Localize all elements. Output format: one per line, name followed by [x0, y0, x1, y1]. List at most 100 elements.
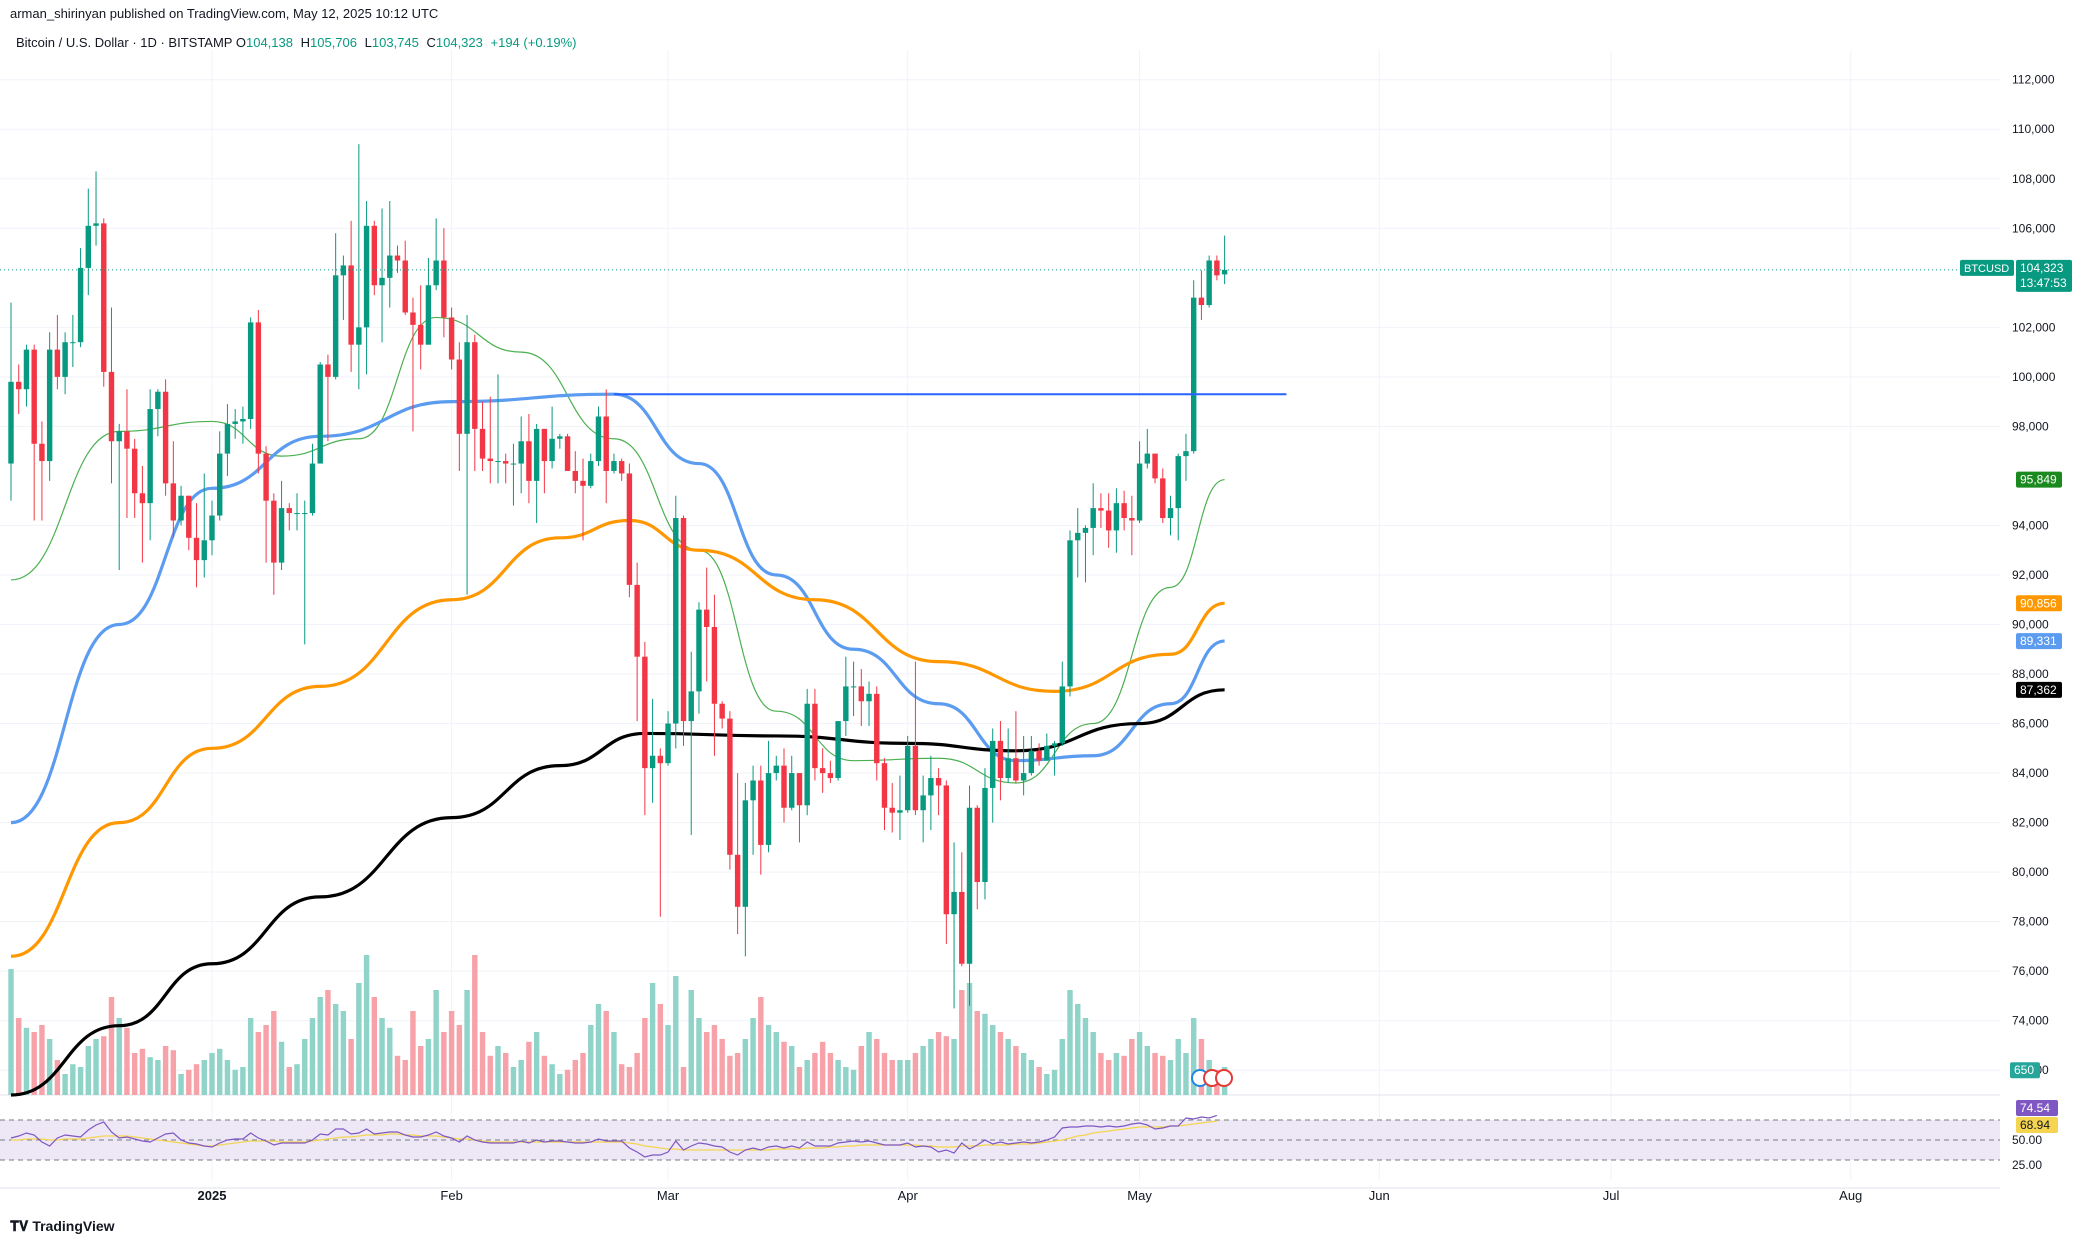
candle-body — [758, 780, 764, 845]
y-tick-label: 110,000 — [2012, 122, 2055, 136]
volume-bar — [39, 1025, 45, 1095]
volume-bar — [1136, 1032, 1143, 1095]
candle-body — [588, 461, 594, 486]
volume-bar — [379, 1018, 385, 1095]
volume-bar — [688, 990, 694, 1095]
candle-body — [1105, 510, 1112, 531]
candle-body — [54, 349, 61, 377]
volume-bar — [510, 1067, 517, 1095]
y-tick-label: 92,000 — [2012, 568, 2049, 582]
candle-body — [549, 438, 555, 462]
candle-body — [904, 745, 911, 811]
candle-body — [1098, 508, 1104, 511]
volume-bar — [54, 1060, 61, 1095]
candle-body — [294, 513, 300, 515]
candle-body — [897, 810, 903, 813]
volume-bar — [1013, 1046, 1019, 1095]
volume-bar — [765, 1025, 772, 1095]
candle-body — [155, 391, 161, 410]
tradingview-mark-icon: 𝐓𝐕 — [10, 1218, 29, 1234]
candle-body — [1067, 540, 1073, 687]
y-tick-label: 100,000 — [2012, 370, 2056, 384]
candle-body — [881, 763, 888, 808]
volume-bar — [959, 990, 965, 1095]
volume-bar — [317, 997, 323, 1095]
open-value: 104,138 — [245, 35, 293, 50]
ma-line-ma100 — [10, 518, 1225, 958]
volume-bar — [611, 1032, 617, 1095]
volume-bar — [580, 1053, 586, 1095]
volume-bar — [874, 1039, 880, 1095]
volume-bar — [990, 1025, 996, 1095]
candle-body — [433, 260, 439, 286]
volume-bar — [1051, 1069, 1058, 1095]
candle-body — [1005, 758, 1011, 779]
volume-bar — [464, 990, 470, 1095]
volume-bar — [371, 997, 378, 1095]
candle-body — [564, 436, 571, 471]
candles — [8, 144, 1228, 1009]
rsi-ma-line — [11, 1120, 1217, 1151]
y-tick-label: 82,000 — [2012, 816, 2049, 830]
volume-bar — [1190, 1018, 1197, 1095]
candle-body — [1152, 453, 1158, 479]
volume-bar — [8, 969, 14, 1095]
candle-body — [417, 324, 424, 345]
y-tick-label: 112,000 — [2012, 73, 2055, 87]
volume-bar — [487, 1055, 493, 1095]
volume-bar — [332, 1004, 339, 1095]
candle-body — [1144, 453, 1151, 464]
x-tick-label: 2025 — [198, 1188, 227, 1203]
volume-bar — [812, 1053, 818, 1095]
symbol-tag — [1960, 259, 2014, 276]
volume-bar — [951, 1039, 957, 1095]
candle-body — [603, 416, 609, 471]
volume-bar — [178, 1074, 184, 1095]
candle-body — [951, 891, 957, 915]
candle-body — [1075, 532, 1081, 541]
volume-bar — [935, 1032, 942, 1095]
symbol-title[interactable]: Bitcoin / U.S. Dollar · 1D · BITSTAMP — [16, 35, 233, 50]
countdown-value: 13:47:53 — [2020, 276, 2067, 290]
volume-bar — [642, 1018, 648, 1095]
candle-body — [789, 773, 795, 808]
volume-bar — [719, 1039, 725, 1095]
indicator-tag — [2016, 633, 2062, 650]
indicator-tag — [2010, 1062, 2040, 1079]
candle-body — [309, 463, 316, 514]
grid-lines — [0, 50, 2000, 1189]
volume-bar — [433, 990, 439, 1095]
candle-body — [162, 391, 169, 484]
volume-bar — [263, 1025, 269, 1095]
volume-bar — [240, 1067, 246, 1095]
volume-bar — [1098, 1053, 1104, 1095]
candle-body — [703, 609, 710, 627]
volume-bar — [116, 1018, 122, 1095]
indicator-tag — [2016, 471, 2062, 488]
x-tick-label: Mar — [657, 1188, 680, 1203]
candle-body — [835, 721, 841, 779]
event-flag-icon[interactable] — [1215, 1069, 1233, 1087]
candle-body — [124, 431, 130, 449]
volume-bar — [835, 1060, 841, 1095]
candle-body — [263, 453, 269, 501]
volume-bar — [170, 1050, 177, 1095]
volume-bar — [217, 1048, 223, 1095]
candle-body — [139, 493, 146, 504]
candle-body — [990, 740, 996, 788]
volume-bar — [1113, 1053, 1120, 1095]
indicator-tag — [2016, 595, 2062, 612]
volume-bar — [858, 1046, 865, 1095]
volume-bar — [441, 1032, 447, 1095]
rsi-pane — [0, 1114, 2000, 1161]
rsi-line — [10, 1114, 1218, 1158]
candle-body — [302, 513, 308, 515]
candle-body — [765, 773, 772, 845]
candle-body — [1051, 743, 1058, 746]
tradingview-logo[interactable]: 𝐓𝐕 TradingView — [10, 1218, 115, 1235]
y-tick-label: 84,000 — [2012, 766, 2049, 780]
candle-body — [503, 461, 509, 464]
volume-bar — [1082, 1018, 1089, 1095]
volume-bar — [193, 1064, 200, 1095]
